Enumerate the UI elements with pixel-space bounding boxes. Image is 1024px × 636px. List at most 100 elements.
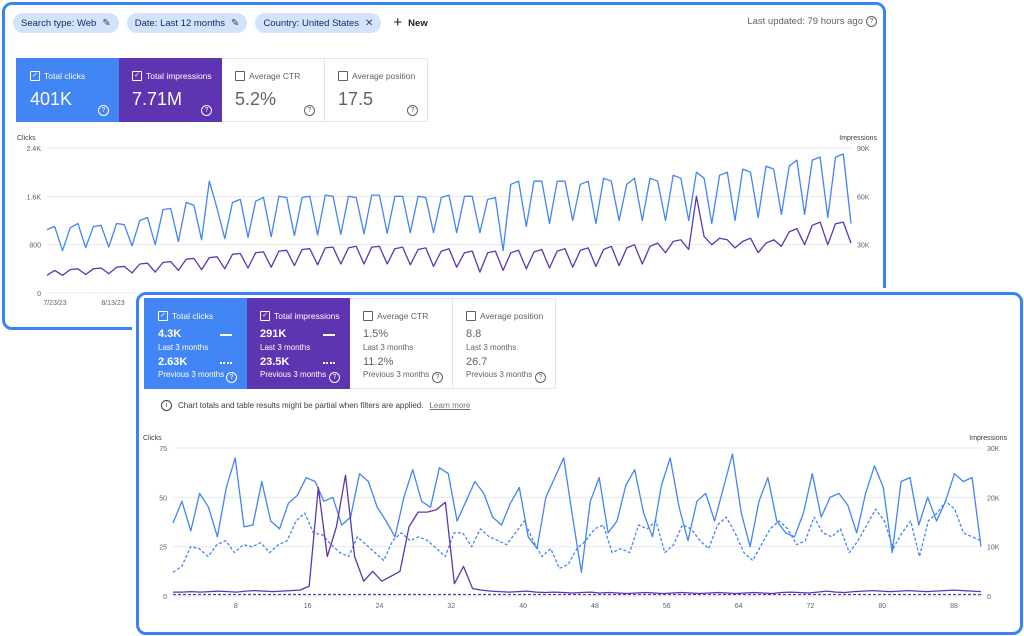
metric-label: Average position xyxy=(352,71,416,81)
y2-axis-label: Impressions xyxy=(969,435,1007,442)
metric-card-average-position[interactable]: Average position 8.8 Last 3 months 26.7 … xyxy=(453,298,556,389)
previous-value: 23.5K xyxy=(260,356,290,368)
help-icon[interactable]: ? xyxy=(432,372,443,383)
metric-label: Total clicks xyxy=(44,71,86,81)
y-tick-label: 800 xyxy=(29,243,41,250)
previous-period-label: Previous 3 months xyxy=(158,370,225,379)
y-tick-label: 75 xyxy=(159,446,167,453)
metric-value: 5.2% xyxy=(235,89,277,109)
checkbox-checked-icon[interactable]: ✓ xyxy=(30,71,40,81)
metric-label: Total impressions xyxy=(274,311,340,321)
pencil-icon[interactable]: ✎ xyxy=(102,17,111,29)
learn-more-link[interactable]: Learn more xyxy=(429,401,471,410)
metric-cards: ✓ Total clicks 401K ? ✓ Total impressions … xyxy=(16,58,428,122)
x-tick-label: 32 xyxy=(447,603,455,610)
metric-label: Average CTR xyxy=(377,311,429,321)
filter-chip-search-type[interactable]: Search type: Web ✎ xyxy=(13,13,119,33)
comparison-chart[interactable]: 0 25 50 75 0 10K 20K 30K Clicks Impressions 8 16 24 3… xyxy=(139,432,1020,632)
metric-card-average-position[interactable]: Average position 17.5 ? xyxy=(325,58,428,122)
y2-axis-label: Impressions xyxy=(839,135,877,142)
x-tick-label: 8/13/23 xyxy=(101,300,124,307)
current-value: 8.8 xyxy=(466,328,482,340)
metric-card-total-impressions[interactable]: ✓ Total impressions 291K Last 3 months 23… xyxy=(247,298,350,389)
pencil-icon[interactable]: ✎ xyxy=(231,17,240,29)
y-axis-label: Clicks xyxy=(143,435,162,442)
filter-chip-label: Country: United States xyxy=(263,17,360,29)
checkbox-unchecked-icon[interactable] xyxy=(363,311,373,321)
new-filter-label: New xyxy=(408,17,428,29)
previous-value: 11.2% xyxy=(363,356,394,368)
help-icon[interactable]: ? xyxy=(329,372,340,383)
y2-tick-label: 30K xyxy=(857,243,870,250)
y-tick-label: 0 xyxy=(163,594,167,601)
metric-label: Average position xyxy=(480,311,544,321)
comparison-metric-cards: ✓ Total clicks 4.3K Last 3 months 2.63K P… xyxy=(144,298,556,389)
metric-label-row: ✓ Total impressions xyxy=(260,311,340,321)
dashed-line-legend xyxy=(323,362,335,364)
current-period-label: Last 3 months xyxy=(158,343,209,352)
previous-period-label: Previous 3 months xyxy=(260,370,327,379)
series-line-clicks-previous-3-months xyxy=(172,500,982,573)
metric-value: 7.71M xyxy=(132,89,183,109)
checkbox-unchecked-icon[interactable] xyxy=(466,311,476,321)
series-line-clicks-last-3-months xyxy=(172,453,982,573)
current-period-label: Last 3 months xyxy=(363,343,414,352)
checkbox-checked-icon[interactable]: ✓ xyxy=(260,311,270,321)
current-period-label: Last 3 months xyxy=(466,343,517,352)
performance-panel-compare: ✓ Total clicks 4.3K Last 3 months 2.63K P… xyxy=(136,292,1023,635)
y2-tick-label: 20K xyxy=(987,495,1000,502)
x-tick-label: 16 xyxy=(304,603,312,610)
metric-card-average-ctr[interactable]: Average CTR 5.2% ? xyxy=(222,58,325,122)
checkbox-checked-icon[interactable]: ✓ xyxy=(132,71,142,81)
x-tick-label: 7/23/23 xyxy=(43,300,66,307)
series-line-clicks xyxy=(46,153,852,252)
help-icon[interactable]: ? xyxy=(407,105,418,116)
close-icon[interactable]: ✕ xyxy=(365,17,374,29)
checkbox-checked-icon[interactable]: ✓ xyxy=(158,311,168,321)
metric-label-row: ✓ Total impressions xyxy=(132,71,212,81)
metric-label-row: ✓ Total clicks xyxy=(158,311,213,321)
metric-label-row: Average position xyxy=(338,71,415,81)
previous-period-label: Previous 3 months xyxy=(466,370,533,379)
filter-chip-date[interactable]: Date: Last 12 months ✎ xyxy=(126,13,248,33)
previous-period-label: Previous 3 months xyxy=(363,370,430,379)
x-tick-label: 48 xyxy=(591,603,599,610)
partial-data-notice: i Chart totals and table results might b… xyxy=(161,400,470,411)
current-value: 291K xyxy=(260,328,287,340)
metric-card-total-clicks[interactable]: ✓ Total clicks 4.3K Last 3 months 2.63K P… xyxy=(144,298,247,389)
checkbox-unchecked-icon[interactable] xyxy=(338,71,348,81)
help-icon[interactable]: ? xyxy=(98,105,109,116)
current-period-label: Last 3 months xyxy=(260,343,311,352)
metric-card-average-ctr[interactable]: Average CTR 1.5% Last 3 months 11.2% Pre… xyxy=(350,298,453,389)
metric-card-total-clicks[interactable]: ✓ Total clicks 401K ? xyxy=(16,58,119,122)
last-updated: Last updated: 79 hours ago ? xyxy=(747,16,877,27)
metric-label: Total clicks xyxy=(172,311,214,321)
performance-panel-12-months: Search type: Web ✎ Date: Last 12 months … xyxy=(2,2,886,330)
solid-line-legend xyxy=(323,334,335,336)
performance-chart[interactable]: 0 800 1.6K 2.4K 30K 60K 90K Clicks Impressions 7/… xyxy=(5,130,883,330)
checkbox-unchecked-icon[interactable] xyxy=(235,71,245,81)
metric-label-row: Average position xyxy=(466,311,543,321)
help-icon[interactable]: ? xyxy=(535,372,546,383)
x-tick-label: 8 xyxy=(234,603,238,610)
x-tick-label: 80 xyxy=(878,603,886,610)
y-axis-label: Clicks xyxy=(17,135,36,142)
series-line-impressions-last-3-months xyxy=(173,474,982,595)
new-filter-button[interactable]: + New xyxy=(393,15,428,30)
x-tick-label: 40 xyxy=(519,603,527,610)
dashed-line-legend xyxy=(220,362,232,364)
metric-card-total-impressions[interactable]: ✓ Total impressions 7.71M ? xyxy=(119,58,222,122)
y-tick-label: 2.4K xyxy=(27,146,42,153)
y-tick-label: 1.6K xyxy=(27,194,42,201)
metric-label: Total impressions xyxy=(146,71,212,81)
metric-label-row: Average CTR xyxy=(235,71,300,81)
filter-chip-country[interactable]: Country: United States ✕ xyxy=(255,13,382,33)
y2-tick-label: 60K xyxy=(857,194,870,201)
help-icon[interactable]: ? xyxy=(201,105,212,116)
x-tick-label: 64 xyxy=(735,603,743,610)
help-icon[interactable]: ? xyxy=(304,105,315,116)
help-icon[interactable]: ? xyxy=(226,372,237,383)
y-tick-label: 25 xyxy=(159,545,167,552)
metric-label-row: Average CTR xyxy=(363,311,428,321)
help-icon[interactable]: ? xyxy=(866,16,877,27)
